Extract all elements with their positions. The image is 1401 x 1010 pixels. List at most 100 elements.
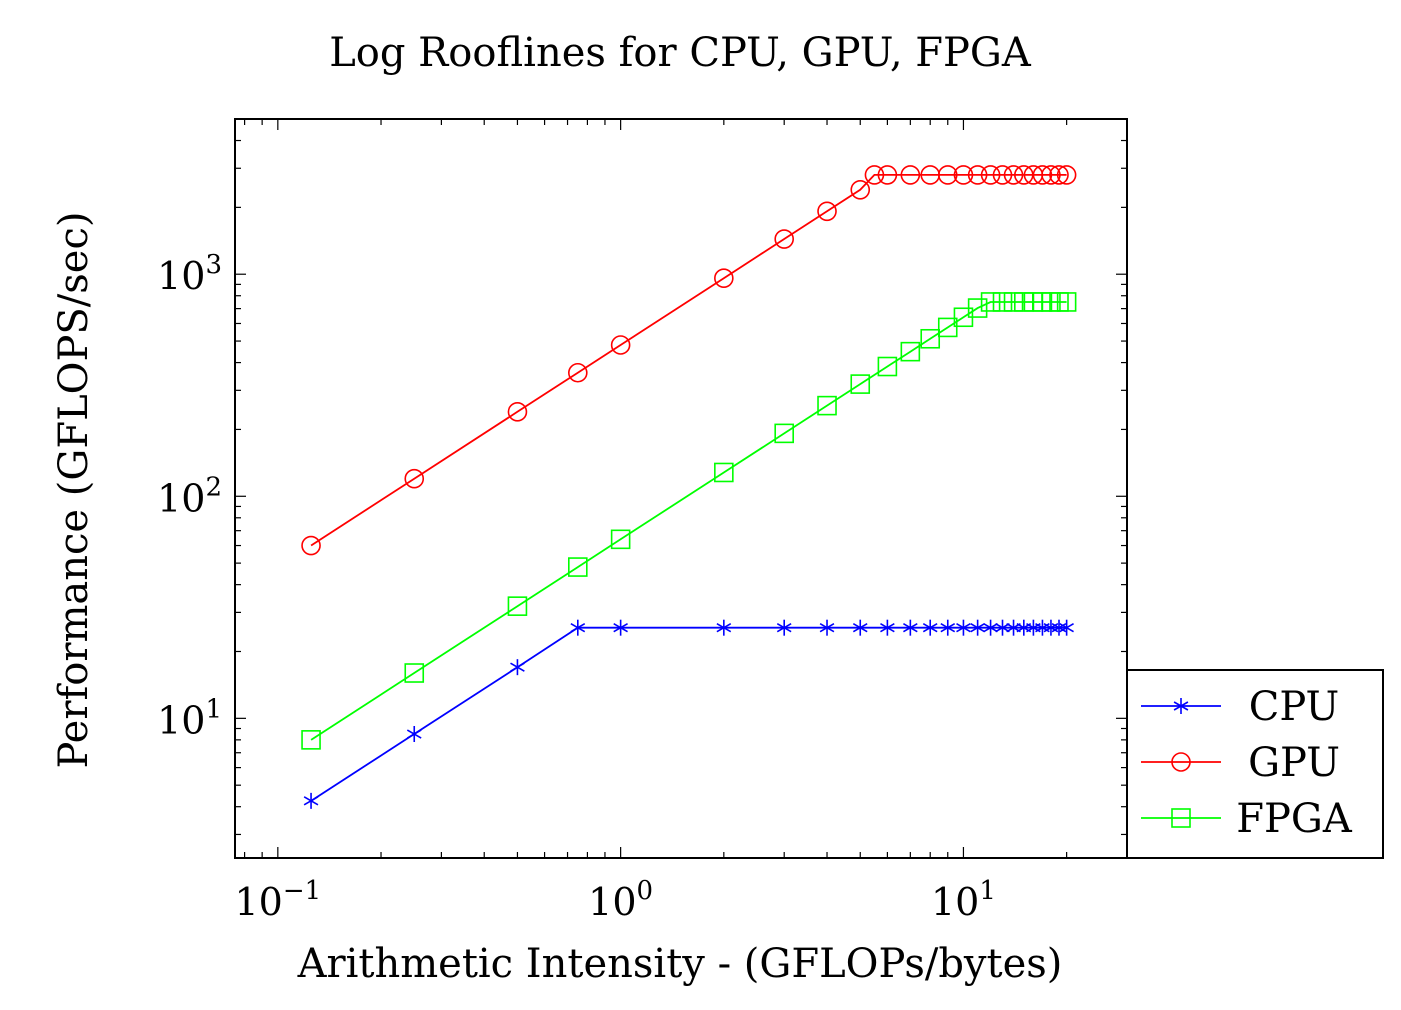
data-point-cpu (1059, 619, 1074, 636)
data-point-cpu (940, 619, 956, 636)
asterisk-stroke (909, 626, 918, 633)
data-point-cpu (613, 619, 628, 636)
asterisk-stroke (1016, 626, 1025, 633)
asterisk-stroke (1051, 626, 1060, 633)
asterisk-stroke (995, 622, 1003, 629)
data-point-gpu (507, 402, 528, 422)
asterisk-stroke (716, 626, 725, 633)
asterisk-stroke (956, 622, 964, 629)
asterisk-stroke (1173, 701, 1182, 707)
x-tick-label: 101 (931, 876, 996, 924)
asterisk-stroke (963, 626, 971, 633)
data-point-fpga (404, 663, 425, 683)
asterisk-stroke (929, 626, 938, 633)
x-tick-label-exponent: −1 (283, 876, 321, 906)
asterisk-stroke (577, 622, 586, 629)
asterisk-stroke (1180, 705, 1189, 711)
x-tick-label: 10−1 (234, 876, 321, 924)
asterisk-stroke (940, 622, 949, 629)
data-point-fpga (920, 328, 941, 349)
data-point-fpga (850, 374, 871, 394)
asterisk-stroke (886, 622, 895, 629)
asterisk-stroke (510, 662, 518, 668)
x-tick-label-exponent: 0 (637, 876, 654, 906)
asterisk-stroke (940, 626, 949, 633)
asterisk-stroke (963, 622, 971, 629)
data-point-gpu (1041, 165, 1061, 185)
asterisk-stroke (613, 622, 622, 629)
y-tick-label-base: 10 (157, 254, 205, 298)
chart-title: Log Rooflines for CPU, GPU, FPGA (329, 30, 1032, 76)
asterisk-stroke (406, 733, 415, 739)
asterisk-stroke (776, 626, 785, 633)
asterisk-stroke (1043, 622, 1052, 629)
asterisk-stroke (577, 626, 586, 633)
data-point-fpga (301, 730, 321, 750)
asterisk-stroke (956, 626, 964, 633)
asterisk-stroke (1173, 705, 1182, 711)
y-tick-label-base: 10 (157, 476, 205, 520)
asterisk-stroke (510, 666, 518, 672)
asterisk-stroke (303, 800, 312, 806)
asterisk-stroke (1033, 622, 1041, 629)
legend-label-cpu: CPU (1249, 684, 1340, 730)
data-point-cpu (303, 792, 319, 809)
data-point-gpu (967, 165, 988, 185)
legend-box (1126, 669, 1384, 859)
asterisk-stroke (859, 622, 868, 629)
data-point-cpu (406, 726, 422, 743)
asterisk-stroke (1043, 626, 1052, 633)
asterisk-stroke (819, 626, 828, 633)
data-point-cpu (852, 619, 868, 636)
asterisk-stroke (1059, 622, 1068, 629)
series-markers-gpu (301, 165, 1077, 556)
data-point-fpga (877, 356, 898, 377)
data-point-fpga (507, 596, 528, 616)
asterisk-stroke (1023, 622, 1032, 629)
y-tick-label: 102 (157, 472, 222, 520)
data-point-cpu (922, 619, 938, 636)
data-point-gpu (568, 362, 588, 383)
data-point-gpu (301, 535, 321, 556)
data-point-cpu (956, 619, 971, 636)
asterisk-stroke (406, 729, 415, 735)
asterisk-stroke (716, 622, 725, 629)
asterisk-stroke (983, 622, 991, 629)
asterisk-stroke (947, 626, 956, 633)
asterisk-stroke (880, 626, 888, 633)
asterisk-stroke (1006, 626, 1014, 633)
asterisk-stroke (852, 626, 861, 633)
asterisk-stroke (826, 622, 835, 629)
asterisk-stroke (909, 622, 918, 629)
asterisk-stroke (310, 800, 319, 806)
data-point-fpga (900, 341, 921, 362)
data-point-fpga (610, 529, 631, 550)
legend-label-fpga: FPGA (1236, 796, 1353, 842)
plot-markers (301, 165, 1077, 809)
data-point-gpu (877, 165, 898, 185)
asterisk-stroke (880, 622, 888, 629)
data-point-fpga (714, 462, 734, 483)
data-point-gpu (1056, 165, 1077, 185)
data-point-cpu (1035, 619, 1050, 636)
y-tick-label-exponent: 2 (205, 472, 222, 502)
legend-item-fpga: FPGA (1141, 796, 1353, 842)
asterisk-stroke (859, 626, 868, 633)
x-tick-label-exponent: 1 (979, 876, 996, 906)
data-point-cpu (1016, 619, 1032, 636)
asterisk-stroke (310, 796, 319, 802)
asterisk-stroke (517, 662, 525, 668)
series-line-gpu (310, 173, 1067, 547)
asterisk-stroke (1016, 622, 1025, 629)
data-point-cpu (570, 619, 586, 636)
asterisk-stroke (826, 626, 835, 633)
asterisk-stroke (922, 622, 931, 629)
data-point-gpu (850, 179, 871, 200)
asterisk-stroke (723, 622, 732, 629)
legend-marker-gpu (1171, 752, 1191, 772)
legend-marker-cpu (1173, 698, 1189, 714)
asterisk-stroke (620, 626, 628, 633)
data-point-gpu (404, 468, 425, 489)
data-point-fpga (1003, 292, 1024, 312)
